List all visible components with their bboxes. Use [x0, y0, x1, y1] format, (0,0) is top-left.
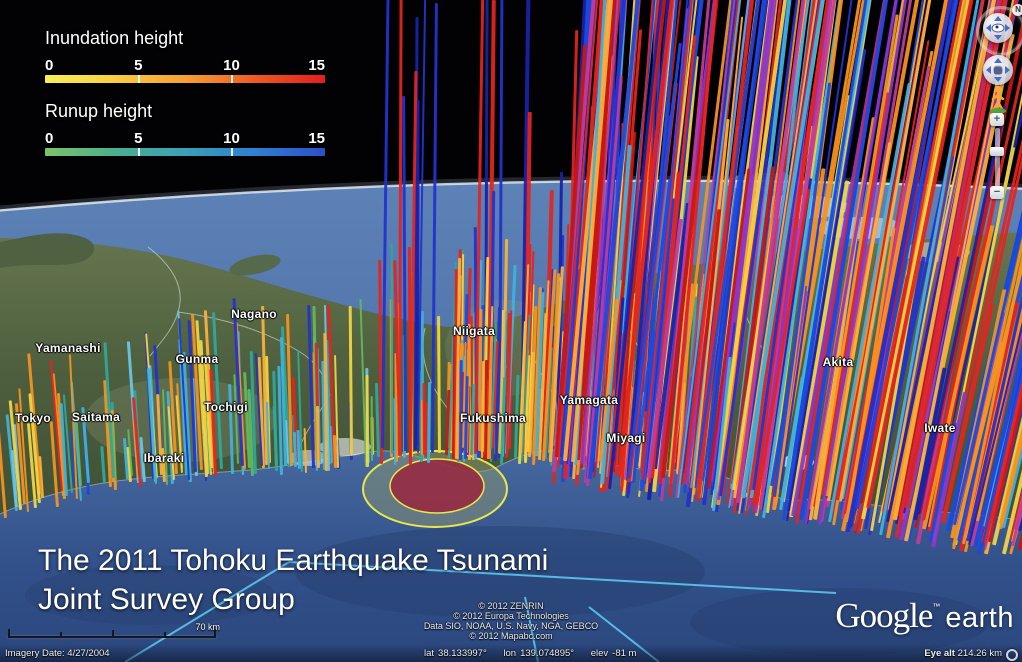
- legend-tick: 0: [45, 130, 54, 147]
- look-left-arrow-icon[interactable]: [986, 24, 991, 32]
- legend-tick: 10: [223, 130, 240, 147]
- navigation-controls: N + −: [970, 0, 1022, 210]
- move-joystick[interactable]: [983, 55, 1013, 85]
- runup-legend-ticks: 0 5 10 15: [45, 130, 325, 147]
- legend-tick: 5: [134, 130, 143, 147]
- google-earth-logo: Google™ earth: [835, 596, 1014, 636]
- legend-tick: 5: [134, 57, 143, 74]
- move-down-arrow-icon[interactable]: [994, 77, 1002, 82]
- earth-wordmark: earth: [945, 602, 1014, 634]
- legend-tick: 15: [308, 57, 325, 74]
- imagery-date: Imagery Date: 4/27/2004: [5, 648, 110, 659]
- inundation-legend-ticks: 0 5 10 15: [45, 57, 325, 74]
- zoom-out-button[interactable]: −: [990, 186, 1004, 199]
- survey-title-line2: Joint Survey Group: [38, 583, 295, 616]
- legend-tick: 10: [223, 57, 240, 74]
- move-left-arrow-icon[interactable]: [986, 66, 991, 74]
- eye-alt-value: 214.26 km: [957, 648, 1002, 659]
- hand-icon: [993, 65, 1003, 75]
- scale-bar: 70 km: [8, 620, 220, 642]
- north-indicator[interactable]: N: [1012, 4, 1022, 16]
- look-up-arrow-icon[interactable]: [994, 16, 1002, 21]
- runup-colorbar: [45, 148, 325, 156]
- look-right-arrow-icon[interactable]: [1005, 24, 1010, 32]
- copyright-line: Data SIO, NOAA, U.S. Navy, NGA, GEBCO: [423, 621, 599, 631]
- inundation-colorbar: [45, 75, 325, 83]
- copyright-line: © 2012 Europa Technologies: [453, 611, 569, 621]
- survey-title: The 2011 Tohoku Earthquake Tsunami Joint…: [38, 541, 548, 619]
- lon-value: 139.074895°: [520, 648, 575, 659]
- zoom-slider-track[interactable]: [995, 128, 1000, 188]
- lat-value: 38.133997°: [438, 648, 487, 659]
- trademark-symbol: ™: [932, 602, 941, 611]
- google-wordmark: Google: [835, 596, 933, 635]
- zoom-slider-handle[interactable]: [990, 147, 1004, 156]
- move-up-arrow-icon[interactable]: [994, 58, 1002, 63]
- inundation-legend-title: Inundation height: [45, 28, 184, 48]
- survey-title-line1: The 2011 Tohoku Earthquake Tsunami: [38, 544, 549, 577]
- sado-island: [229, 254, 281, 276]
- zoom-in-button[interactable]: +: [990, 113, 1004, 126]
- eye-icon: [991, 23, 1005, 33]
- copyright-line: © 2012 Mapabc.com: [469, 631, 553, 641]
- elev-value: -81 m: [612, 648, 637, 659]
- epicenter-marker: [362, 450, 508, 528]
- move-right-arrow-icon[interactable]: [1005, 66, 1010, 74]
- look-down-arrow-icon[interactable]: [994, 35, 1002, 40]
- legend-tick: 0: [45, 57, 54, 74]
- streaming-indicator-icon: [1006, 649, 1018, 661]
- pointer-coordinates: lat 38.133997° lon 139.074895° elev -81 m: [424, 648, 637, 659]
- look-joystick[interactable]: [983, 13, 1013, 43]
- status-bar: Imagery Date: 4/27/2004 lat 38.133997° lo…: [0, 648, 1022, 661]
- legend-tick: 15: [308, 130, 325, 147]
- noto-peninsula: [0, 233, 95, 268]
- runup-legend-title: Runup height: [45, 101, 153, 121]
- pegman-icon[interactable]: [989, 84, 1007, 114]
- eye-altitude: Eye alt 214.26 km: [924, 648, 1002, 659]
- scale-label: 70 km: [195, 622, 220, 632]
- copyright-block: © 2012 ZENRIN © 2012 Europa Technologies D…: [0, 601, 1022, 641]
- legend-panel: Inundation height 0 5 10 15 Runup height 0 5…: [45, 28, 325, 156]
- copyright-line: © 2012 ZENRIN: [478, 601, 544, 611]
